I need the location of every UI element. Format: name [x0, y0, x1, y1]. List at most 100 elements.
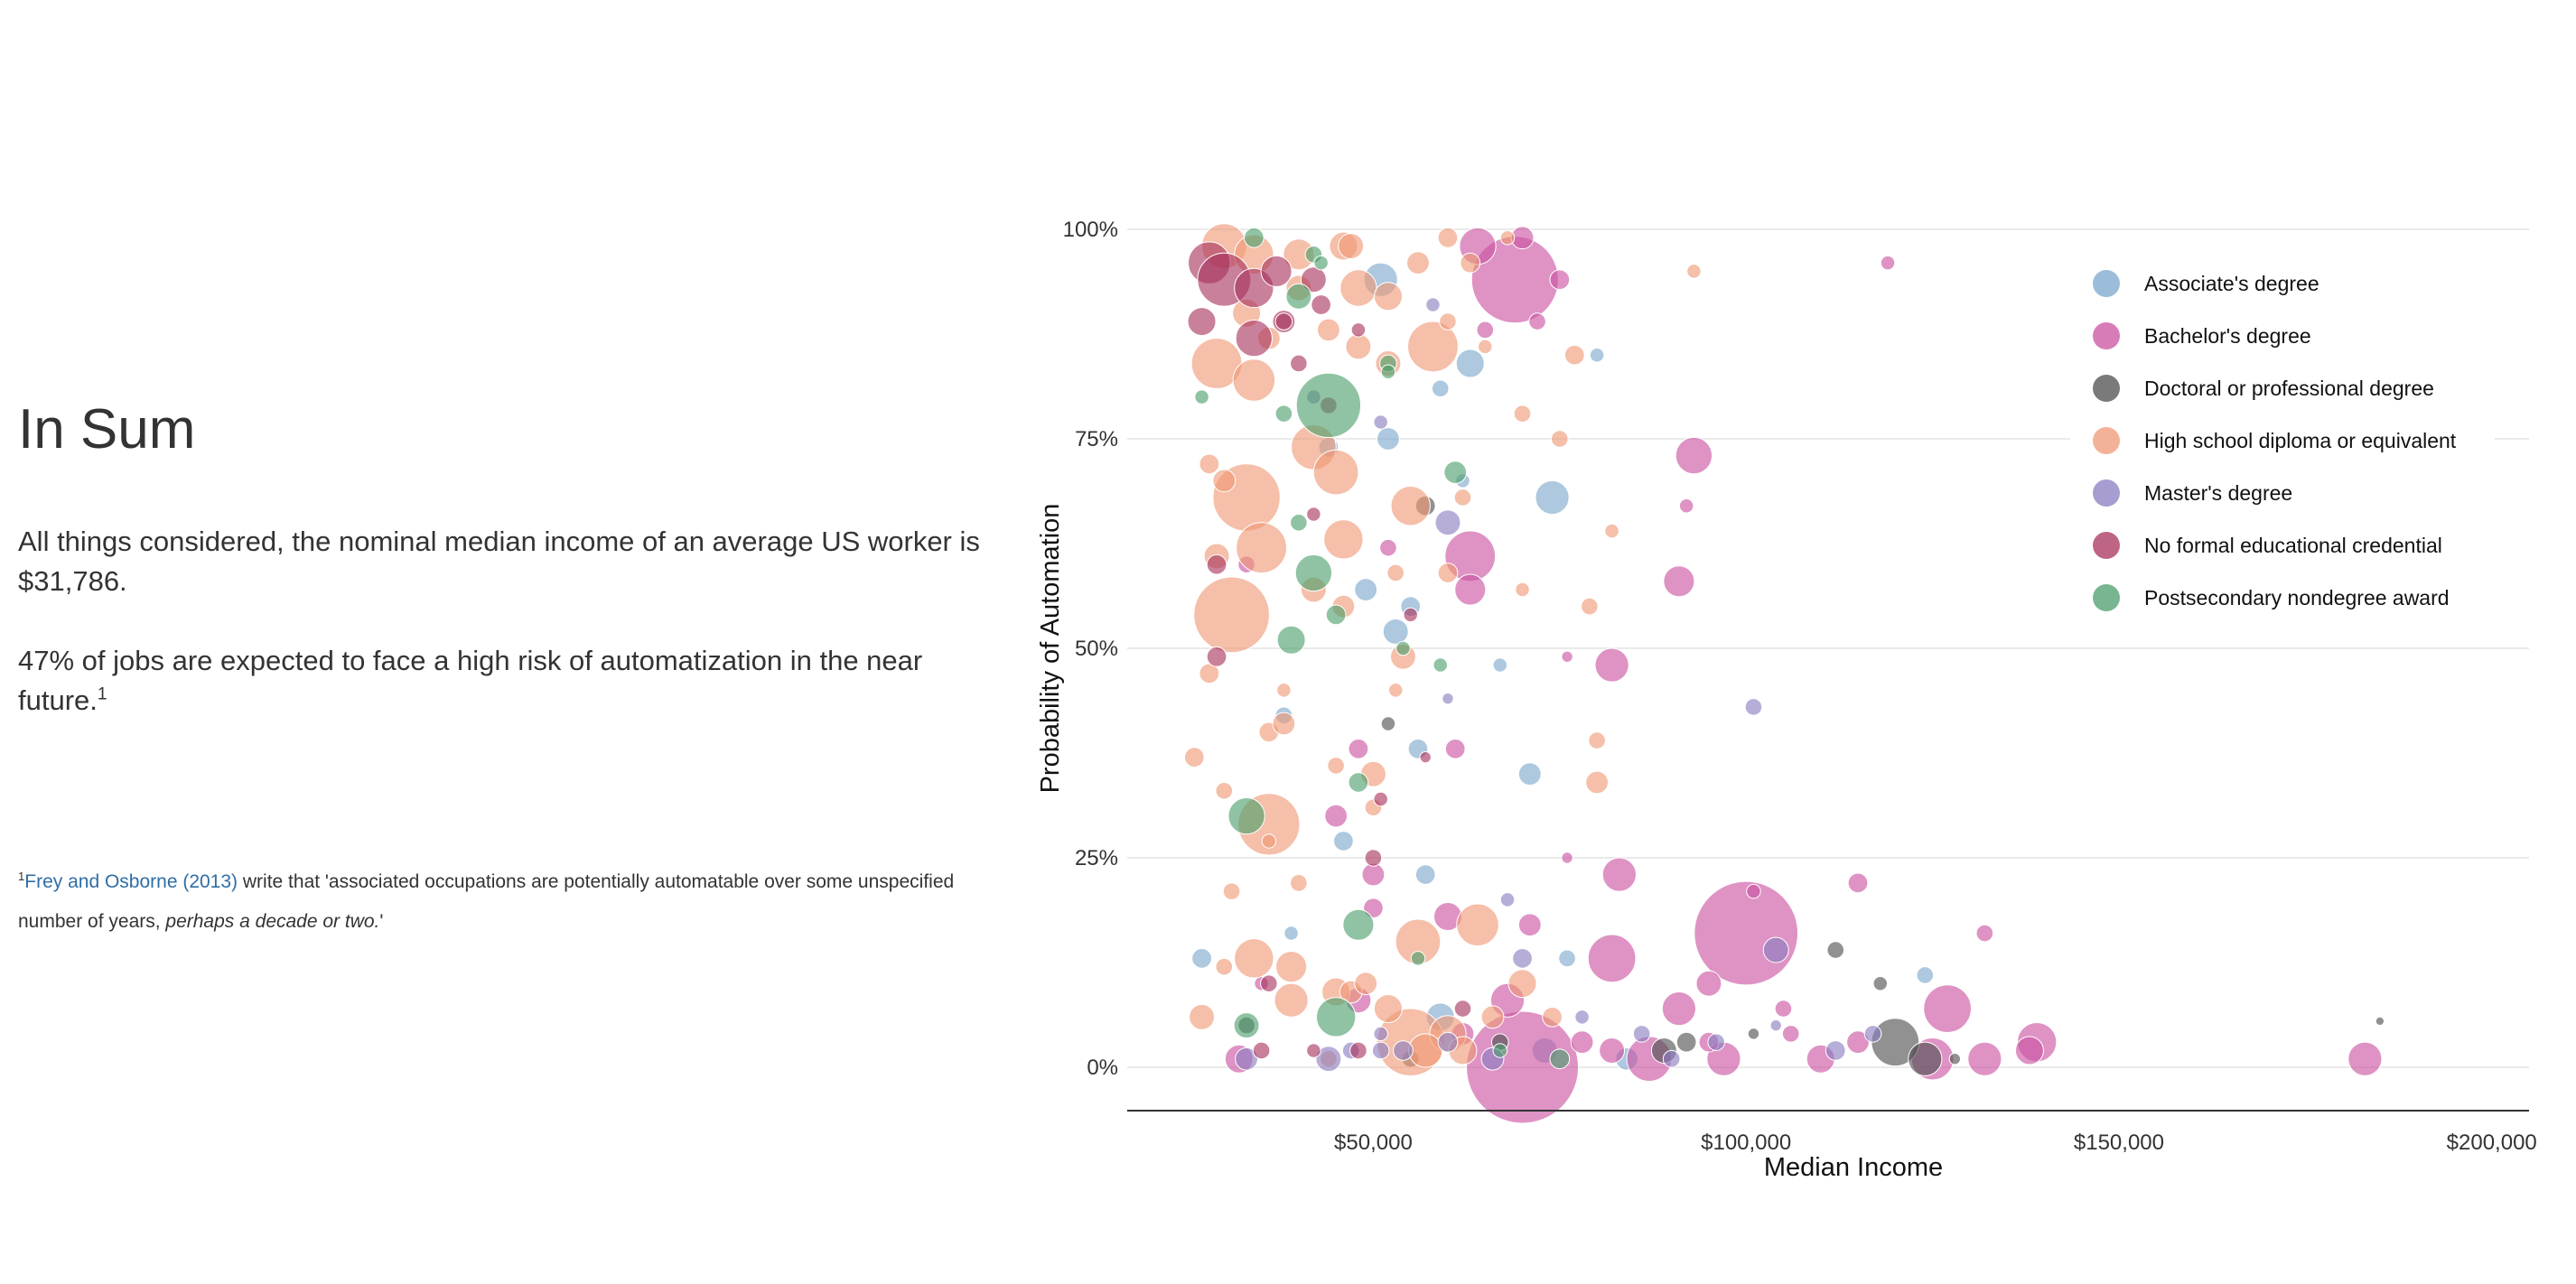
data-bubble	[1846, 1030, 1870, 1055]
data-bubble	[1364, 849, 1383, 867]
data-bubble	[1492, 657, 1508, 673]
data-bubble	[1769, 1019, 1782, 1032]
data-bubble	[1373, 414, 1388, 430]
data-bubble	[1661, 991, 1696, 1027]
data-bubble	[1499, 230, 1516, 246]
data-bubble	[1380, 716, 1396, 731]
x-tick-label: $50,000	[1334, 1130, 1413, 1155]
data-bubble	[1563, 344, 1585, 366]
data-bubble	[1373, 791, 1388, 807]
legend-marker	[2093, 479, 2120, 507]
data-bubble	[1825, 1040, 1846, 1061]
data-bubble	[1306, 1043, 1321, 1058]
data-bubble	[1183, 747, 1205, 768]
data-bubble	[1589, 347, 1605, 363]
data-bubble	[1599, 1037, 1626, 1064]
legend-label: No formal educational credential	[2144, 534, 2442, 557]
data-bubble	[1348, 772, 1369, 793]
automation-paragraph: 47% of jobs are expected to face a high …	[18, 641, 1003, 721]
data-bubble	[1847, 872, 1869, 894]
data-bubble	[1285, 283, 1312, 310]
data-bubble	[1694, 880, 1799, 986]
data-bubble	[1517, 762, 1542, 786]
data-bubble	[1678, 498, 1694, 514]
data-bubble	[1276, 683, 1292, 698]
data-bubble	[1236, 522, 1287, 574]
footnote-italic: perhaps a decade or two.	[165, 911, 380, 932]
data-bubble	[1275, 951, 1308, 983]
data-bubble	[1261, 833, 1277, 849]
data-bubble	[1443, 461, 1468, 485]
data-bubble	[1535, 479, 1570, 516]
data-bubble	[1382, 618, 1409, 645]
legend-label: Master's degree	[2144, 481, 2292, 505]
data-bubble	[1454, 573, 1487, 606]
data-bubble	[1235, 1047, 1258, 1071]
data-bubble	[1206, 554, 1227, 575]
data-bubble	[1212, 469, 1237, 493]
data-bubble	[1215, 781, 1234, 800]
y-tick-label: 50%	[1075, 637, 1118, 661]
data-bubble	[1551, 430, 1569, 448]
data-bubble	[1377, 427, 1400, 451]
data-bubble	[1455, 349, 1485, 378]
data-bubble	[1746, 883, 1761, 899]
data-bubble	[1311, 294, 1331, 315]
data-bubble	[1442, 692, 1454, 705]
data-bubble	[1517, 913, 1542, 937]
data-bubble	[1872, 975, 1889, 991]
legend-label: High school diploma or equivalent	[2144, 429, 2457, 452]
y-tick-label: 100%	[1063, 218, 1118, 242]
data-bubble	[1632, 1025, 1651, 1043]
data-bubble	[1414, 864, 1436, 885]
legend: Associate's degree Bachelor's degree Docto…	[2070, 253, 2495, 628]
data-bubble	[1744, 698, 1763, 716]
data-bubble	[1199, 453, 1220, 475]
data-bubble	[1594, 647, 1629, 683]
legend-background	[2070, 253, 2495, 628]
data-bubble	[1316, 318, 1340, 342]
data-bubble	[1260, 255, 1293, 287]
data-bubble	[1908, 1041, 1943, 1076]
data-bubble	[1290, 354, 1308, 373]
data-bubble	[1325, 604, 1347, 626]
data-bubble	[1587, 934, 1637, 983]
data-bubble	[1604, 523, 1619, 539]
legend-label: Associate's degree	[2144, 272, 2319, 295]
data-bubble	[1194, 389, 1209, 405]
axes: 0% 25% 50% 75% 100% $50,000 $100,000 $150,000 $2…	[1036, 218, 2537, 1182]
data-bubble	[1354, 578, 1378, 601]
data-bubble	[1439, 312, 1457, 330]
data-bubble	[1675, 436, 1713, 475]
automation-paragraph-text: 47% of jobs are expected to face a high …	[18, 645, 923, 716]
data-bubble	[1434, 509, 1461, 536]
data-bubble	[1283, 926, 1299, 941]
data-bubble	[1403, 607, 1418, 623]
data-bubble	[1390, 486, 1431, 526]
data-bubble	[1437, 563, 1459, 583]
data-bubble	[1274, 405, 1293, 423]
data-bubble	[1313, 255, 1329, 271]
data-bubble	[1453, 488, 1472, 507]
data-bubble	[1234, 938, 1274, 979]
data-bubble	[1558, 949, 1576, 968]
data-bubble	[1880, 255, 1896, 271]
data-bubble	[1349, 1041, 1367, 1060]
data-bubble	[1601, 857, 1637, 892]
data-bubble	[1707, 1033, 1725, 1051]
data-bubble	[1675, 1031, 1697, 1053]
data-bubble	[1406, 251, 1430, 275]
data-bubble	[1348, 739, 1369, 759]
data-bubble	[1315, 997, 1357, 1037]
data-bubble	[1549, 1048, 1571, 1070]
data-bubble	[1290, 874, 1308, 892]
data-bubble	[1338, 233, 1365, 260]
data-bubble	[1373, 1026, 1388, 1042]
data-bubble	[1187, 307, 1217, 337]
data-bubble	[2347, 1041, 2383, 1076]
citation-link[interactable]: Frey and Osborne (2013)	[24, 871, 238, 892]
data-bubble	[1323, 519, 1364, 560]
data-bubble	[1542, 1006, 1563, 1028]
data-bubble	[1863, 1025, 1882, 1043]
